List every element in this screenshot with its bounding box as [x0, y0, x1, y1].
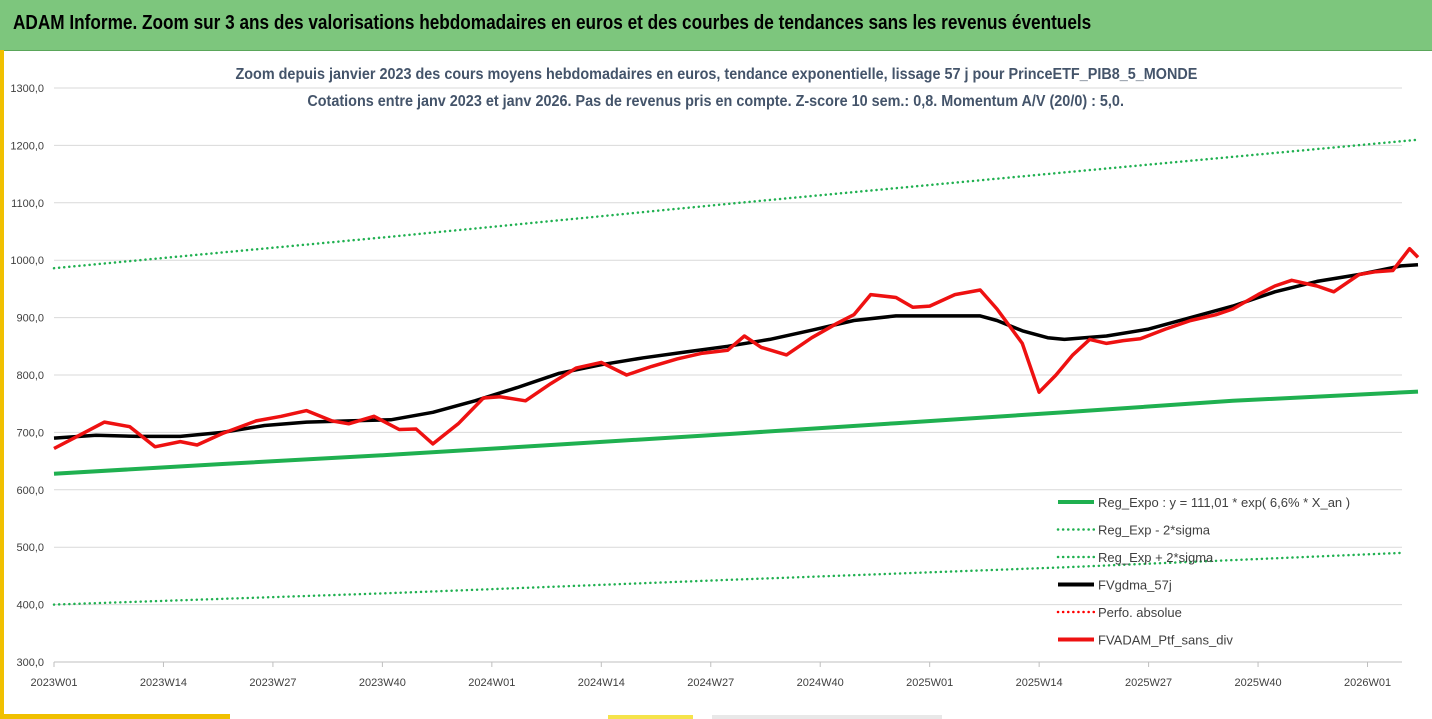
y-tick-label: 1300,0: [10, 83, 44, 95]
chart-subtitle: Cotations entre janv 2023 et janv 2026. …: [307, 93, 1125, 110]
y-tick-label: 600,0: [16, 485, 44, 497]
x-tick-label: 2024W01: [468, 677, 515, 689]
title-banner: ADAM Informe. Zoom sur 3 ans des valoris…: [0, 0, 1432, 51]
bottom-accent-bar: [0, 714, 230, 719]
x-tick-label: 2025W01: [906, 677, 953, 689]
series-line-fvadam-ptf-sans-div: [53, 246, 1420, 451]
bottom-accent-bar: [712, 715, 942, 719]
chart-title-line: Zoom depuis janvier 2023 des cours moyen…: [0, 66, 1432, 84]
legend-label: Perfo. absolue: [1098, 605, 1182, 620]
y-tick-label: 900,0: [16, 313, 44, 325]
x-tick-label: 2023W01: [30, 677, 77, 689]
bottom-accent-bar: [608, 715, 693, 719]
y-tick-label: 800,0: [16, 370, 44, 382]
legend-label: FVgdma_57j: [1098, 578, 1172, 593]
x-tick-label: 2023W14: [140, 677, 187, 689]
y-tick-label: 500,0: [16, 542, 44, 554]
left-accent-bar: [0, 50, 4, 719]
x-tick-label: 2023W40: [359, 677, 406, 689]
report-title: ADAM Informe. Zoom sur 3 ans des valoris…: [13, 12, 1092, 34]
y-tick-label: 300,0: [16, 657, 44, 669]
y-tick-label: 1000,0: [10, 255, 44, 267]
series-line-reg-exp: [52, 551, 1403, 606]
series-line-fvgdma-57j: [53, 263, 1419, 440]
x-tick-label: 2024W27: [687, 677, 734, 689]
y-tick-label: 400,0: [16, 600, 44, 612]
x-tick-label: 2024W14: [578, 677, 625, 689]
y-tick-label: 1200,0: [10, 140, 44, 152]
x-tick-label: 2025W27: [1125, 677, 1172, 689]
x-tick-label: 2025W40: [1235, 677, 1282, 689]
chart-title: Zoom depuis janvier 2023 des cours moyen…: [235, 66, 1197, 83]
y-tick-label: 1100,0: [11, 198, 44, 210]
x-tick-label: 2024W40: [797, 677, 844, 689]
x-tick-label: 2025W14: [1016, 677, 1063, 689]
series-line-reg-exp: [52, 138, 1420, 270]
series-line-reg-expo: [53, 389, 1419, 476]
legend-label: Reg_Expo : y = 111,01 * exp( 6,6% * X_an…: [1098, 495, 1350, 510]
legend-label: Reg_Exp + 2*sigma: [1098, 550, 1214, 565]
y-tick-label: 700,0: [16, 427, 44, 439]
legend-label: FVADAM_Ptf_sans_div: [1098, 633, 1233, 648]
chart-subtitle-line: Cotations entre janv 2023 et janv 2026. …: [0, 93, 1432, 111]
legend-label: Reg_Exp - 2*sigma: [1098, 523, 1211, 538]
x-tick-label: 2023W27: [249, 677, 296, 689]
x-tick-label: 2026W01: [1344, 677, 1391, 689]
